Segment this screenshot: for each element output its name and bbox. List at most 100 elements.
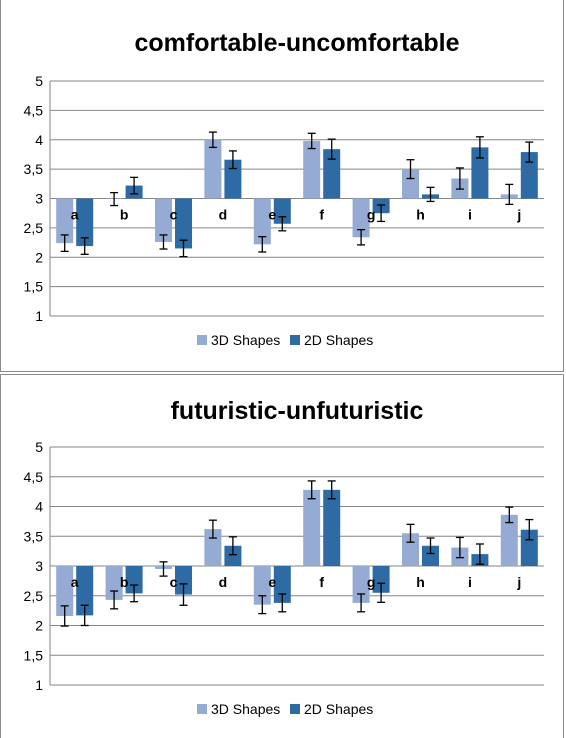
legend-label: 3D Shapes: [211, 332, 280, 348]
error-bar: [60, 234, 69, 253]
chart-futuristic-unfuturistic: futuristic-unfuturistic 1 1,5 2 2,5 3 3,5 4 4,5 5…: [24, 397, 544, 717]
bar-2d-a: [76, 198, 94, 247]
error-bar: [80, 604, 89, 627]
chart-title: comfortable-uncomfortable: [134, 29, 459, 57]
y-tick-label: 5: [35, 439, 43, 455]
bar-2d-d: [224, 159, 242, 199]
chart-panel-futuristic: futuristic-unfuturistic 1 1,5 2 2,5 3 3,5 4 4,5 5…: [0, 374, 564, 738]
y-tick-label: 1,5: [24, 279, 44, 295]
error-bar: [130, 584, 139, 603]
category-label: h: [416, 207, 425, 223]
bars: [56, 480, 538, 627]
y-tick-label: 2,5: [24, 588, 44, 604]
y-tick-label: 3,5: [24, 528, 44, 544]
error-bar: [406, 159, 415, 180]
chart-panel-comfortable: comfortable-uncomfortable 1 1,5 2 2,5 3 3,5 4 4,…: [0, 0, 564, 372]
error-bar: [130, 176, 139, 195]
category-label: j: [516, 574, 521, 590]
bar-2d-j: [520, 529, 538, 566]
error-bar: [179, 583, 188, 606]
bar-2d-g: [372, 566, 390, 593]
y-axis: 1 1,5 2 2,5 3 3,5 4 4,5 5: [24, 73, 544, 324]
error-bar: [455, 167, 464, 190]
error-bar: [179, 239, 188, 258]
y-tick-label: 2: [35, 618, 43, 634]
bar-2d-f: [323, 149, 341, 199]
bar-3d-j: [500, 514, 518, 566]
category-label: d: [219, 207, 228, 223]
error-bar: [525, 141, 534, 163]
error-bar: [357, 228, 366, 246]
category-label: b: [120, 207, 129, 223]
bar-3d-b: [105, 566, 123, 600]
error-bar: [357, 593, 366, 613]
error-bar: [278, 216, 287, 232]
error-bar: [475, 543, 484, 565]
y-tick-label: 3: [35, 558, 43, 574]
y-tick-label: 4,5: [24, 102, 44, 118]
y-tick-label: 1: [35, 308, 43, 324]
bar-2d-e: [273, 566, 291, 603]
error-bar: [228, 150, 237, 170]
bar-3d-f: [303, 140, 321, 199]
category-label: j: [516, 207, 521, 223]
error-bar: [258, 595, 267, 615]
error-bar: [208, 519, 217, 539]
chart-title: futuristic-unfuturistic: [171, 397, 424, 425]
category-label: e: [268, 207, 276, 223]
error-bar: [159, 561, 168, 577]
bar-3d-a: [56, 198, 74, 244]
error-bar: [208, 131, 217, 149]
error-bar: [505, 183, 514, 206]
legend-swatch-3d: [197, 335, 207, 345]
category-label: a: [71, 574, 79, 590]
bar-2d-c: [175, 198, 192, 249]
error-bar: [110, 191, 119, 207]
y-tick-label: 1,5: [24, 647, 44, 663]
error-bar: [60, 605, 69, 627]
legend-swatch-2d: [290, 335, 300, 345]
category-label: h: [416, 574, 425, 590]
error-bar: [110, 590, 119, 610]
error-bar: [327, 138, 336, 160]
legend: 3D Shapes 2D Shapes: [197, 701, 373, 717]
bar-3d-e: [253, 566, 271, 605]
error-bar: [228, 536, 237, 556]
category-label: d: [219, 574, 228, 590]
legend-label: 3D Shapes: [211, 701, 280, 717]
category-label: c: [170, 574, 178, 590]
error-bar: [475, 136, 484, 159]
error-bar: [426, 186, 435, 203]
error-bar: [377, 204, 386, 223]
category-label: c: [170, 207, 178, 223]
bar-3d-a: [56, 566, 74, 616]
bar-3d-g: [352, 198, 370, 238]
x-axis-labels: a b c d e f g h i j: [71, 574, 521, 590]
category-label: a: [71, 207, 79, 223]
error-bar: [377, 582, 386, 603]
bar-3d-h: [402, 533, 419, 566]
legend: 3D Shapes 2D Shapes: [197, 332, 373, 348]
bar-3d-c: [155, 198, 172, 242]
y-tick-label: 1: [35, 677, 43, 693]
category-label: f: [319, 207, 324, 223]
error-bar: [307, 480, 316, 500]
bar-2d-j: [520, 152, 538, 199]
legend-label: 2D Shapes: [304, 332, 373, 348]
bar-3d-h: [402, 169, 419, 199]
bars: [56, 131, 538, 258]
y-tick-label: 3: [35, 191, 43, 207]
bar-2d-c: [175, 566, 192, 595]
category-label: b: [120, 574, 129, 590]
bar-2d-a: [76, 566, 94, 616]
error-bar: [426, 537, 435, 555]
error-bar: [505, 506, 514, 524]
y-tick-label: 4: [35, 499, 43, 515]
bar-2d-d: [224, 545, 242, 566]
error-bar: [525, 518, 534, 541]
bar-3d-f: [303, 489, 321, 566]
category-label: f: [319, 574, 324, 590]
y-tick-label: 5: [35, 73, 43, 89]
bar-3d-d: [204, 139, 222, 199]
y-tick-label: 3,5: [24, 161, 44, 177]
